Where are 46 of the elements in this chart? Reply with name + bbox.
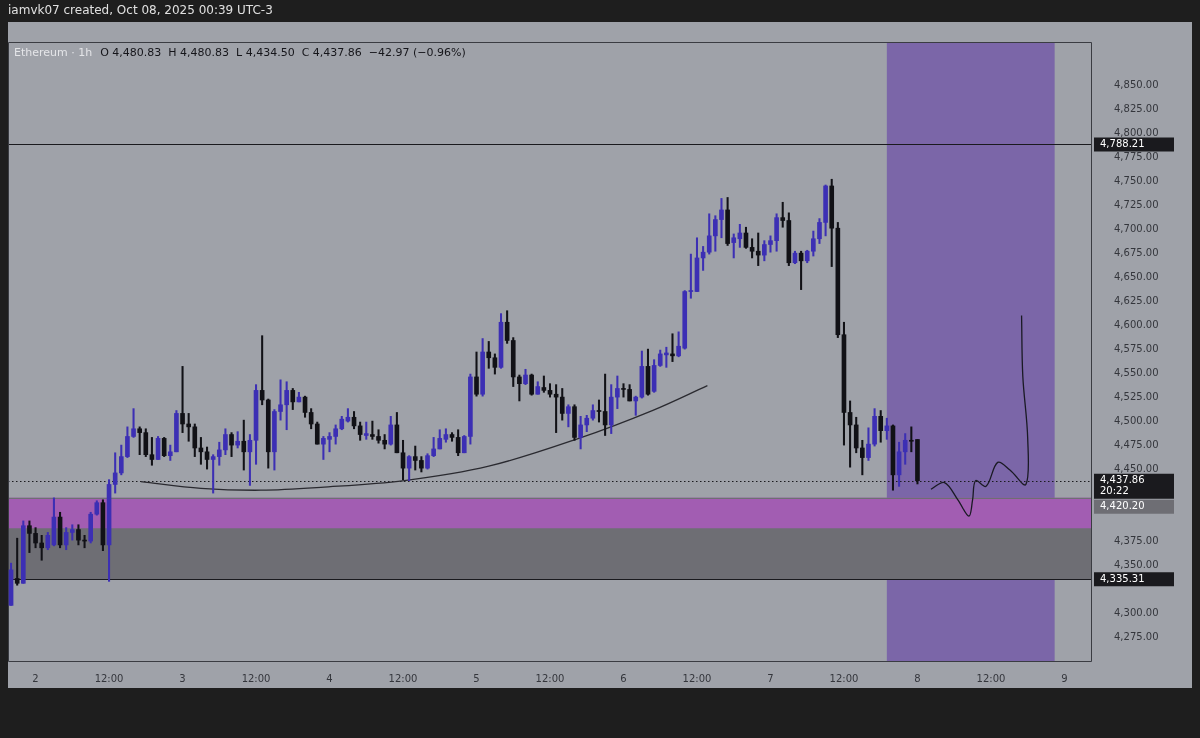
candlestick: [688, 253, 694, 299]
y-tick-label: 4,675.00: [1114, 246, 1159, 258]
x-tick-label: 12:00: [829, 672, 859, 684]
x-tick-label: 5: [473, 672, 480, 684]
y-tick-label: 4,375.00: [1114, 534, 1159, 546]
y-tick-label: 4,575.00: [1114, 342, 1159, 354]
y-tick-label: 4,450.00: [1114, 462, 1159, 474]
ref-line-label: 4,437.86: [1100, 474, 1145, 486]
chart-subtitle: O 4,480.83 H 4,480.83 L 4,434.50 C 4,437.86 −42.97 (−0.96%): [100, 45, 466, 59]
ref-line-label: 4,420.20: [1100, 500, 1145, 512]
x-tick-label: 12:00: [976, 672, 1006, 684]
x-tick-label: 12:00: [535, 672, 565, 684]
y-tick-label: 4,550.00: [1114, 366, 1159, 378]
y-tick-label: 4,300.00: [1114, 606, 1159, 618]
x-tick-label: 3: [179, 672, 186, 684]
y-tick-label: 4,800.00: [1114, 126, 1159, 138]
text: iamvk07 created, Oct 08, 2025 00:39 UTC-3: [8, 3, 273, 17]
y-tick-label: 4,750.00: [1114, 174, 1159, 186]
chart-title: Ethereum · 1h: [14, 45, 93, 59]
y-tick-label: 4,600.00: [1114, 318, 1159, 330]
text: 20:22: [1100, 485, 1129, 497]
x-tick-label: 12:00: [388, 672, 418, 684]
y-tick-label: 4,725.00: [1114, 198, 1159, 210]
y-tick-label: 4,275.00: [1114, 630, 1159, 642]
x-tick-label: 12:00: [682, 672, 712, 684]
line-series: [140, 384, 709, 491]
x-tick-label: 6: [620, 672, 627, 684]
y-tick-label: 4,625.00: [1114, 294, 1159, 306]
x-tick-label: 12:00: [94, 672, 124, 684]
x-tick-label: 8: [914, 672, 921, 684]
x-tick-label: 7: [767, 672, 774, 684]
y-tick-label: 4,475.00: [1114, 438, 1159, 450]
ref-line-label: 4,788.21: [1100, 138, 1145, 150]
y-tick-label: 4,700.00: [1114, 222, 1159, 234]
y-tick-label: 4,850.00: [1114, 78, 1159, 90]
x-tick-label: 12:00: [241, 672, 271, 684]
y-tick-label: 4,650.00: [1114, 270, 1159, 282]
y-tick-label: 4,500.00: [1114, 414, 1159, 426]
y-tick-label: 4,350.00: [1114, 558, 1159, 570]
y-tick-label: 4,525.00: [1114, 390, 1159, 402]
x-tick-label: 9: [1061, 672, 1068, 684]
x-tick-label: 2: [32, 672, 39, 684]
x-tick-label: 4: [326, 672, 333, 684]
y-tick-label: 4,825.00: [1114, 102, 1159, 114]
ref-line-label: 4,335.31: [1100, 572, 1145, 584]
y-tick-label: 4,775.00: [1114, 150, 1159, 162]
